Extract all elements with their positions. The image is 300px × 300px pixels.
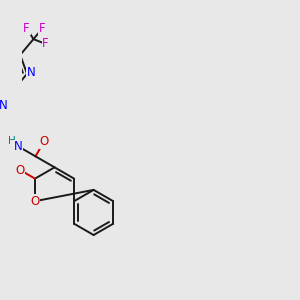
Text: N: N <box>14 140 22 153</box>
Text: O: O <box>39 135 49 148</box>
Text: F: F <box>23 22 30 34</box>
Text: N: N <box>0 99 8 112</box>
Text: O: O <box>30 195 40 208</box>
Text: O: O <box>16 164 25 177</box>
Text: H: H <box>8 136 15 146</box>
Text: F: F <box>42 38 49 50</box>
Text: F: F <box>39 22 46 35</box>
Text: N: N <box>27 66 36 79</box>
